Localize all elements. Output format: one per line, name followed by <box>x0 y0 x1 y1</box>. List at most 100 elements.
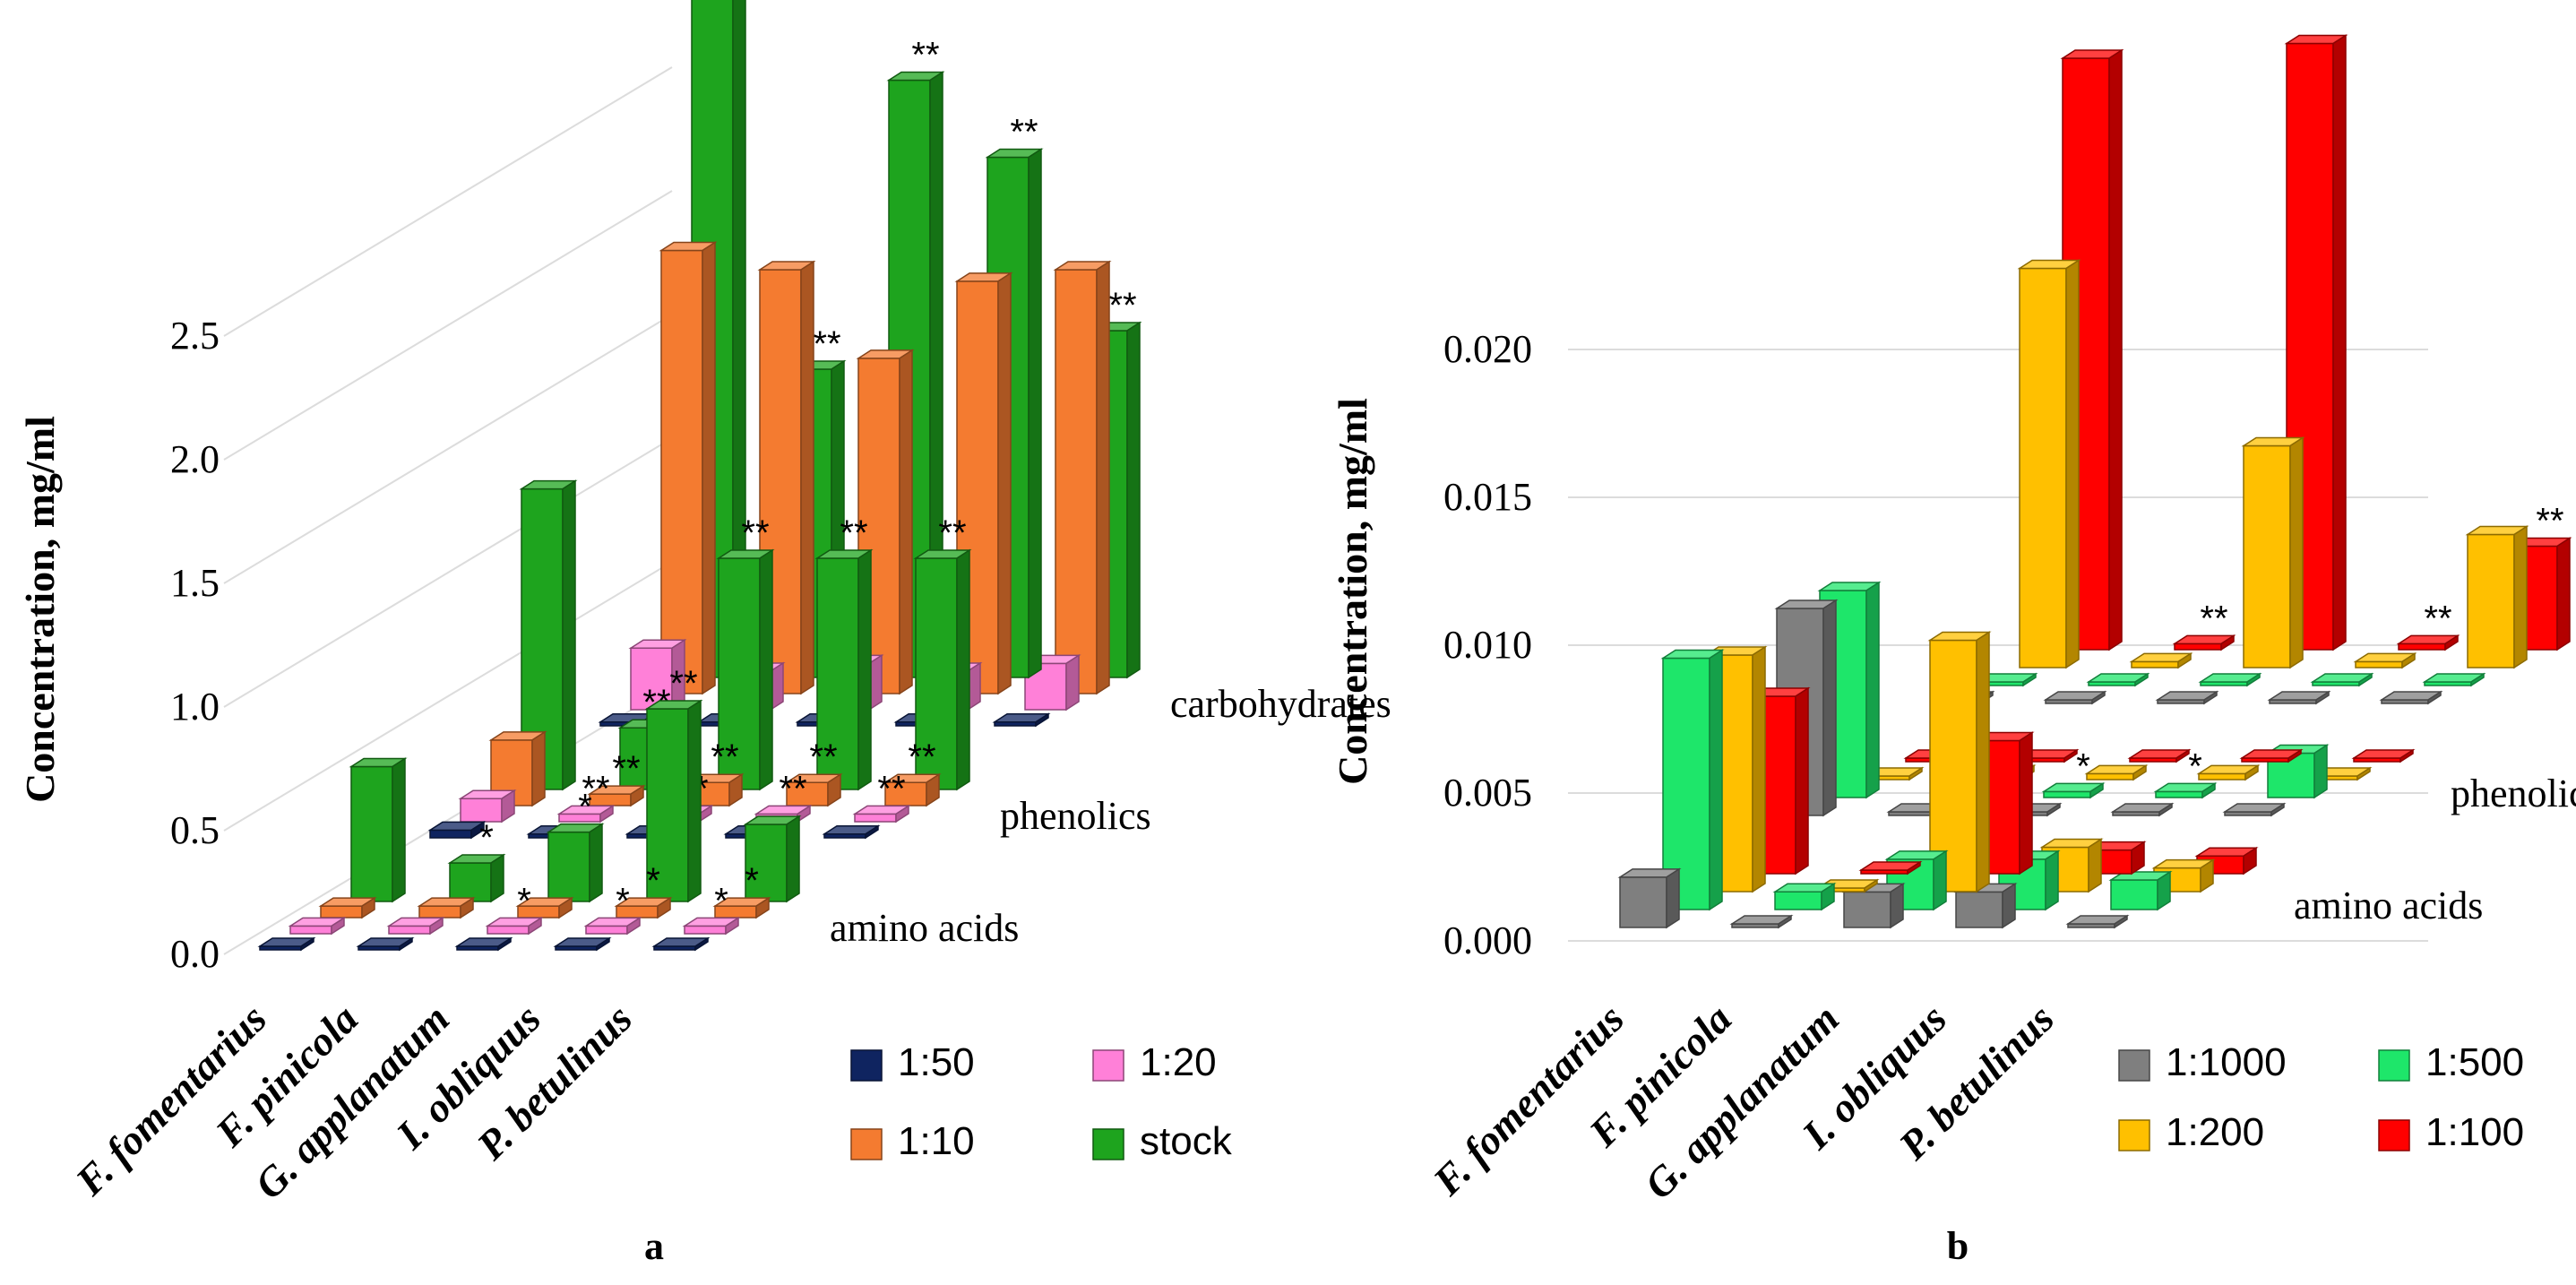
legend-item: 1:10 <box>850 1119 975 1163</box>
y-tick-label: 0.020 <box>1443 327 1532 371</box>
legend-item: 1:50 <box>850 1040 975 1084</box>
bar-row2-1-500-3 <box>2310 672 2374 687</box>
bar-phenolics-1-20-0 <box>458 789 517 824</box>
bar-phenolics-1-500-3 <box>2153 782 2218 799</box>
bar-amino-acids-1-20-0 <box>288 917 347 936</box>
bar-phenolics-1-50-4 <box>822 824 881 840</box>
legend-item: 1:200 <box>2118 1110 2264 1154</box>
bar-row2-1-200-1 <box>2129 652 2193 669</box>
x-category-label: F. fomentarius <box>1424 996 1633 1204</box>
bar-row2-1-200-4 <box>2465 525 2529 669</box>
bar-row2-1-500-2 <box>2198 672 2262 687</box>
bar-phenolics-1-20-4 <box>852 805 911 824</box>
bar-amino-acids-1-10-3 <box>614 896 673 919</box>
bar-row2-1-500-0 <box>1974 672 2038 687</box>
significance-marker: ** <box>2424 599 2451 638</box>
legend-item: 1:500 <box>2378 1040 2524 1084</box>
bar-amino-acids-1-10-0 <box>318 896 377 919</box>
significance-marker: * <box>479 818 494 858</box>
row-label: amino acids <box>2294 884 2483 927</box>
y-tick-label: 0.0 <box>170 932 220 976</box>
bar-amino-acids-stock-1 <box>447 853 506 903</box>
bar-carbohydrates-1-20-4 <box>1022 654 1081 711</box>
significance-marker: ** <box>1108 286 1136 325</box>
bar-phenolics-1-100-4 <box>2351 748 2416 763</box>
bar-amino-acids-1-200-4 <box>2151 858 2216 893</box>
significance-marker: ** <box>779 769 806 808</box>
legend-swatch <box>1092 1128 1124 1160</box>
bar-amino-acids-stock-4 <box>743 815 802 903</box>
bar-amino-acids-1-200-2 <box>1927 631 1992 893</box>
legend-label: 1:500 <box>2425 1040 2524 1084</box>
bar-row2-1-1000-3 <box>2267 690 2331 705</box>
legend-swatch <box>850 1128 883 1160</box>
bar-carbohydrates-1-10-2 <box>856 349 915 695</box>
legend-label: 1:20 <box>1140 1040 1217 1084</box>
bar-phenolics-1-500-2 <box>2041 782 2106 799</box>
y-tick-label: 0.010 <box>1443 623 1532 667</box>
legend-label: 1:200 <box>2166 1110 2264 1154</box>
legend-item: 1:100 <box>2378 1110 2524 1154</box>
significance-marker: ** <box>669 664 697 703</box>
bar-amino-acids-1-1000-2 <box>1841 883 1906 929</box>
bar-amino-acids-1-50-1 <box>356 936 415 952</box>
bar-amino-acids-1-500-4 <box>2108 870 2173 911</box>
bar-carbohydrates-1-20-0 <box>628 638 687 711</box>
legend-swatch <box>2118 1119 2150 1151</box>
bar-amino-acids-1-20-3 <box>583 917 642 936</box>
bar-carbohydrates-1-10-0 <box>659 241 718 695</box>
significance-marker: ** <box>711 737 738 777</box>
bar-amino-acids-1-100-1 <box>1858 860 1923 875</box>
significance-marker: ** <box>582 769 609 808</box>
row-label: phenolics <box>2451 772 2576 815</box>
significance-marker: ** <box>877 769 905 808</box>
gridline <box>223 190 673 461</box>
bar-amino-acids-1-500-1 <box>1772 882 1837 911</box>
bar-row2-1-100-3 <box>2396 634 2460 651</box>
bar-row2-1-500-4 <box>2422 672 2486 687</box>
y-axis-title: Concentration, mg/ml <box>1330 398 1375 785</box>
bar-phenolics-1-200-3 <box>2196 764 2261 781</box>
bar-row2-1-200-0 <box>2017 259 2081 669</box>
bar-phenolics-1-10-4 <box>883 772 942 807</box>
bar-row2-1-1000-1 <box>2043 690 2107 705</box>
bar-amino-acids-1-50-4 <box>651 936 711 952</box>
bar-amino-acids-1-50-2 <box>454 936 513 952</box>
panel-b-chart: 0.000 0.005 0.010 0.015 0.020 Concentration, … <box>1330 34 2576 1268</box>
bar-amino-acids-1-20-2 <box>485 917 544 936</box>
gridline <box>223 66 673 337</box>
legend-item: stock <box>1092 1119 1233 1163</box>
bar-amino-acids-1-10-1 <box>417 896 476 919</box>
legend-swatch <box>2118 1049 2150 1082</box>
bar-row2-1-200-3 <box>2353 652 2417 669</box>
bar-row2-1-200-2 <box>2241 436 2305 669</box>
significance-marker: ** <box>813 324 840 364</box>
bar-amino-acids-1-20-1 <box>386 917 445 936</box>
bar-amino-acids-1-1000-4 <box>2065 914 2130 929</box>
bar-phenolics-1-100-3 <box>2239 748 2304 763</box>
bar-amino-acids-1-1000-1 <box>1729 914 1794 929</box>
gridline <box>223 685 673 955</box>
panel-label: a <box>644 1224 664 1268</box>
legend-item: 1:20 <box>1092 1040 1217 1084</box>
y-tick-label: 2.5 <box>170 314 220 358</box>
bar-amino-acids-stock-2 <box>546 823 605 903</box>
significance-marker: * <box>578 788 592 827</box>
significance-marker: ** <box>2536 502 2563 541</box>
legend-item: 1:1000 <box>2118 1040 2287 1084</box>
significance-marker: ** <box>911 36 939 75</box>
panel-label: b <box>1947 1224 1969 1268</box>
gridline <box>223 314 673 584</box>
significance-marker: * <box>745 861 759 901</box>
legend-swatch <box>850 1049 883 1082</box>
bar-carbohydrates-1-50-4 <box>992 712 1051 728</box>
y-tick-label: 0.000 <box>1443 918 1532 962</box>
bar-phenolics-1-100-2 <box>2127 748 2192 763</box>
significance-marker: * <box>2076 746 2090 786</box>
bar-amino-acids-1-50-3 <box>553 936 612 952</box>
y-tick-label: 0.015 <box>1443 475 1532 519</box>
y-tick-label: 0.005 <box>1443 771 1532 815</box>
bar-phenolics-stock-4 <box>913 548 972 791</box>
gridline <box>223 561 673 832</box>
